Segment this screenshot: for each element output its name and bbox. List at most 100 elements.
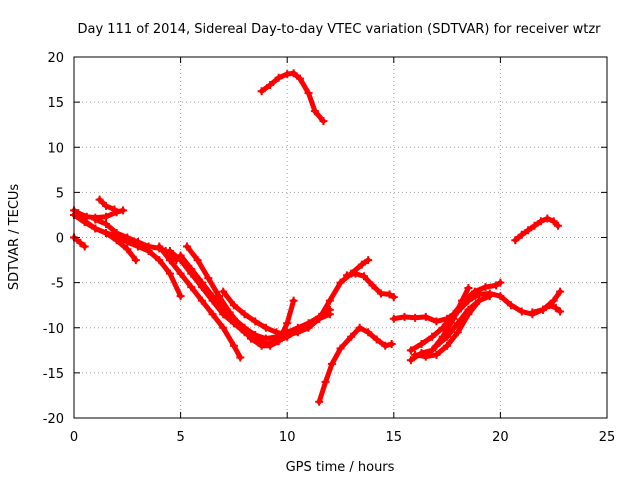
series-track-g: [155, 242, 245, 362]
data-point: [453, 319, 462, 328]
data-point: [315, 397, 324, 406]
data-point: [80, 242, 89, 251]
data-point: [229, 341, 238, 350]
data-point: [283, 330, 292, 339]
data-point: [240, 310, 249, 319]
data-point: [197, 296, 206, 305]
data-point: [95, 195, 104, 204]
data-point: [155, 242, 164, 251]
y-tick-label: -15: [43, 367, 64, 382]
data-point: [539, 305, 548, 314]
data-point: [336, 344, 345, 353]
data-point: [428, 346, 437, 355]
data-point: [110, 205, 119, 214]
data-point: [272, 328, 281, 337]
data-point: [368, 281, 377, 290]
chart-title: Day 111 of 2014, Sidereal Day-to-day VTE…: [77, 22, 601, 37]
data-point: [112, 228, 121, 237]
data-point: [432, 317, 441, 326]
data-point: [536, 217, 545, 226]
data-point: [321, 377, 330, 386]
data-point: [133, 238, 142, 247]
data-point: [475, 296, 484, 305]
data-point: [187, 283, 196, 292]
series-line: [408, 280, 503, 353]
data-point: [549, 296, 558, 305]
data-point: [283, 319, 292, 328]
data-point: [208, 310, 217, 319]
data-point: [464, 284, 473, 293]
data-point: [377, 289, 386, 298]
data-point: [101, 201, 110, 210]
data-point: [400, 312, 409, 321]
data-point: [101, 219, 110, 228]
data-point: [432, 341, 441, 350]
data-point: [266, 80, 275, 89]
data-point: [485, 292, 494, 301]
series-track-q: [406, 278, 505, 355]
data-point: [464, 305, 473, 314]
ticks: 0 5 10 15 20 25 -20 -15 -10 -5 0 5 10 15 20: [43, 51, 616, 445]
series-line: [316, 325, 395, 405]
x-tick-label: 15: [386, 430, 403, 445]
data-point: [240, 323, 249, 332]
data-point: [406, 346, 415, 355]
data-point: [453, 328, 462, 337]
x-tick-label: 0: [70, 430, 78, 445]
data-point: [165, 269, 174, 278]
data-point: [549, 217, 558, 226]
data-point: [101, 212, 110, 221]
data-point: [176, 269, 185, 278]
data-point: [219, 323, 228, 332]
data-point: [347, 332, 356, 341]
data-point: [182, 242, 191, 251]
data-point: [76, 238, 85, 247]
data-point: [443, 341, 452, 350]
data-point: [432, 350, 441, 359]
data-point: [229, 301, 238, 310]
series-track-s: [432, 296, 484, 350]
data-point: [438, 323, 447, 332]
data-point: [304, 323, 313, 332]
data-point: [208, 292, 217, 301]
data-point: [123, 233, 132, 242]
data-point: [517, 230, 526, 239]
data-point: [197, 278, 206, 287]
y-tick-label: 0: [56, 232, 64, 247]
data-point: [165, 247, 174, 256]
data-point: [261, 323, 270, 332]
data-point: [417, 339, 426, 348]
data-point: [411, 350, 420, 359]
data-point: [545, 301, 554, 310]
data-point: [78, 215, 87, 224]
data-point: [496, 292, 505, 301]
data-point: [327, 359, 336, 368]
data-point: [289, 296, 298, 305]
data-point: [176, 251, 185, 260]
data-point: [551, 303, 560, 312]
data-point: [428, 332, 437, 341]
data-point: [165, 256, 174, 265]
data-point: [101, 228, 110, 237]
data-point: [359, 272, 368, 281]
data-point: [364, 256, 373, 265]
grid: [74, 57, 607, 418]
data-point: [507, 301, 516, 310]
series-track-u: [528, 301, 565, 317]
data-point: [325, 296, 334, 305]
data-point: [204, 274, 213, 283]
data-point: [443, 332, 452, 341]
data-point: [251, 330, 260, 339]
data-layer: [70, 69, 565, 406]
data-point: [144, 242, 153, 251]
data-point: [155, 256, 164, 265]
data-point: [543, 214, 552, 223]
y-tick-label: 5: [56, 186, 64, 201]
data-point: [481, 283, 490, 292]
y-tick-label: -5: [51, 277, 64, 292]
series-track-t: [511, 214, 562, 245]
data-point: [449, 310, 458, 319]
data-point: [528, 308, 537, 317]
data-point: [524, 226, 533, 235]
